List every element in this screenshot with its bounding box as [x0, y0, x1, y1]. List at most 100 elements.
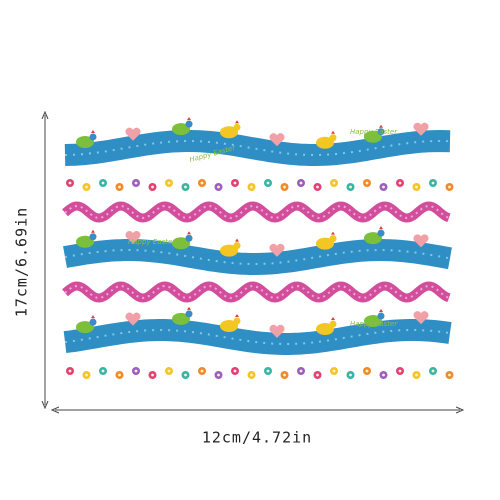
- flower-center: [316, 185, 319, 189]
- band-sparkle: [64, 248, 451, 265]
- comb: [187, 231, 191, 235]
- flower-center: [101, 369, 105, 373]
- chick: [76, 321, 94, 334]
- chick-head: [185, 234, 193, 242]
- heart: [125, 127, 141, 141]
- flower-center: [266, 369, 270, 373]
- chick-head: [377, 312, 385, 320]
- flower-center: [118, 185, 121, 189]
- chick-head: [185, 310, 193, 318]
- flower-center: [134, 181, 138, 185]
- heart: [125, 312, 141, 326]
- comb: [235, 313, 239, 317]
- comb: [91, 129, 95, 133]
- chick: [364, 232, 382, 245]
- chick: [220, 319, 238, 332]
- comb: [379, 309, 383, 313]
- chick: [364, 315, 382, 328]
- chick: [172, 312, 190, 325]
- comb: [379, 124, 383, 128]
- chick-head: [233, 317, 241, 325]
- flower-center: [134, 369, 138, 373]
- flower-center: [365, 369, 369, 373]
- flower-center: [233, 181, 237, 185]
- flower-center: [233, 369, 237, 373]
- comb: [235, 238, 239, 242]
- comb: [91, 229, 95, 233]
- flower-center: [415, 185, 418, 189]
- flower-center: [398, 181, 402, 185]
- flower-center: [167, 369, 171, 373]
- flower-center: [415, 373, 418, 377]
- flower-center: [283, 373, 286, 377]
- comb: [91, 315, 95, 319]
- heart: [125, 231, 141, 245]
- heart: [413, 311, 429, 325]
- height-label: 17cm/6.69in: [13, 207, 31, 317]
- flower-center: [68, 369, 72, 373]
- heart: [413, 234, 429, 248]
- sticker-text: Happy Easter: [350, 320, 398, 328]
- chick-head: [89, 318, 97, 326]
- chick-head: [377, 128, 385, 136]
- flower-center: [217, 185, 220, 189]
- flower-center: [151, 185, 154, 189]
- flower-center: [200, 181, 204, 185]
- flower-center: [85, 185, 88, 189]
- chick: [220, 244, 238, 257]
- pink-sparkle: [64, 284, 450, 300]
- flower-center: [101, 181, 105, 185]
- flower-center: [431, 369, 435, 373]
- flower-center: [365, 181, 369, 185]
- comb: [331, 231, 335, 235]
- band-sparkle: [64, 329, 451, 345]
- heart: [413, 122, 429, 136]
- comb: [331, 316, 335, 320]
- sticker-text: Happy Easter: [350, 128, 398, 136]
- chick-head: [185, 120, 193, 128]
- flower-center: [332, 181, 336, 185]
- chick-head: [233, 242, 241, 250]
- blue-band: [63, 238, 452, 275]
- flower-center: [316, 373, 319, 377]
- chick: [172, 237, 190, 250]
- flower-center: [448, 373, 451, 377]
- flower-center: [68, 181, 72, 185]
- comb: [187, 117, 191, 121]
- blue-band: [64, 129, 451, 166]
- heart: [269, 133, 285, 147]
- flower-center: [118, 373, 121, 377]
- flower-center: [250, 373, 253, 377]
- chick: [172, 123, 190, 136]
- flower-center: [200, 369, 204, 373]
- heart: [269, 324, 285, 338]
- chick: [220, 126, 238, 139]
- flower-center: [217, 373, 220, 377]
- chick-head: [329, 320, 337, 328]
- flower-center: [382, 185, 385, 189]
- chick-head: [329, 134, 337, 142]
- flower-center: [382, 373, 385, 377]
- pink-sparkle: [64, 204, 450, 220]
- flower-center: [184, 373, 187, 377]
- flower-center: [299, 181, 303, 185]
- chick: [364, 130, 382, 143]
- flower-center: [85, 373, 88, 377]
- chick: [76, 235, 94, 248]
- band-sparkle: [64, 139, 451, 156]
- comb: [331, 130, 335, 134]
- chick: [316, 136, 334, 149]
- flower-center: [349, 185, 352, 189]
- chick-head: [89, 233, 97, 241]
- flower-center: [431, 181, 435, 185]
- flower-center: [151, 373, 154, 377]
- comb: [235, 120, 239, 124]
- flower-center: [283, 185, 286, 189]
- flower-center: [349, 373, 352, 377]
- chick-head: [377, 229, 385, 237]
- sticker-strips: [62, 117, 454, 379]
- width-label: 12cm/4.72in: [202, 429, 312, 447]
- sticker-text: Happy Easter: [128, 238, 176, 246]
- comb: [187, 306, 191, 310]
